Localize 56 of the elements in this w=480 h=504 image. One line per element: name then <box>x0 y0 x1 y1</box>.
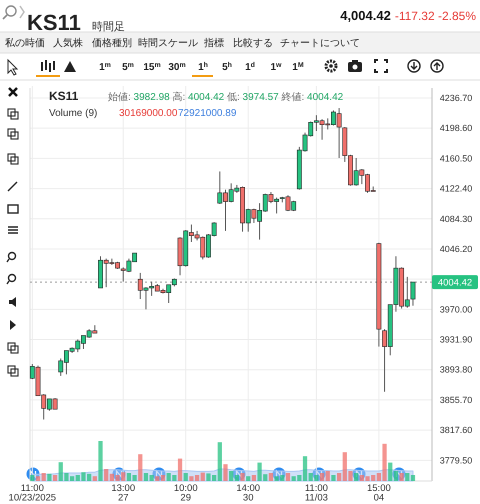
y-tick-label: 4236.70 <box>440 92 472 103</box>
text: 1$^{d}$ <box>245 60 255 73</box>
x-tick-label: 11:00 10/23/2025 <box>8 483 56 504</box>
text: 指標 <box>203 37 224 49</box>
y-tick-label: 4084.30 <box>440 214 472 224</box>
y-tick-label: 3893.80 <box>440 364 472 375</box>
chart-title: KS11 <box>27 10 81 35</box>
x-tick-label: 14:00 30 <box>236 483 260 504</box>
text: 5$^{h}$ <box>222 60 232 73</box>
x-tick-label: 10:00 29 <box>174 483 198 504</box>
bar <box>92 476 97 481</box>
text: 1$^{M}$ <box>292 62 304 73</box>
bar <box>184 473 188 481</box>
annotation: 72921000.89 <box>178 108 237 119</box>
bar <box>246 476 250 481</box>
text: 価格種別 <box>92 37 132 49</box>
y-tick-label: 4198.60 <box>440 123 472 134</box>
text: 5$^{m}$ <box>122 62 134 73</box>
y-tick-label: 4160.50 <box>440 153 472 164</box>
text: 4,004.42 <box>340 8 391 23</box>
y-tick-label: 3855.70 <box>440 394 472 405</box>
y-tick-label: 3817.60 <box>440 425 472 436</box>
text: 1$^{w}$ <box>270 62 282 73</box>
annotation: Volume (9) <box>49 108 98 119</box>
text: 1$^{m}$ <box>99 62 111 73</box>
y-tick-label: 3931.90 <box>440 334 472 345</box>
bar <box>252 475 256 481</box>
text: 比較する <box>233 37 273 49</box>
text: 30$^{m}$ <box>168 62 186 73</box>
ref-line-label: 4004.42 <box>438 278 472 289</box>
annotation: KS11 <box>49 89 79 103</box>
y-tick-label: 3779.50 <box>440 455 472 466</box>
y-tick-label: 4122.40 <box>440 184 472 194</box>
text: 時間スケール <box>138 37 198 49</box>
candlestick <box>410 282 416 306</box>
y-tick-label: 4046.20 <box>440 244 472 254</box>
chart-subtitle: 時間足 <box>92 20 125 33</box>
text: -117.32 -2.85% <box>394 9 476 23</box>
bar <box>52 475 58 481</box>
x-tick-label: 11:00 11/03 <box>304 483 328 504</box>
y-tick-label: 3970.00 <box>440 304 472 314</box>
text: 15$^{m}$ <box>143 62 161 73</box>
bar <box>98 441 103 481</box>
bar <box>331 475 336 481</box>
text: 1$^{h}$ <box>198 60 208 73</box>
bar <box>47 474 52 481</box>
x-tick-label: 15:00 04 <box>366 483 391 504</box>
bar <box>223 464 228 481</box>
text: チャートについて <box>280 38 360 49</box>
bar <box>138 454 142 481</box>
x-tick-label: 13:00 27 <box>111 483 136 504</box>
annotation: 始値: 3982.98 高: 4004.42 低: 3974.57 終値: 4004.42 <box>108 91 344 103</box>
annotation: 30169000.00 <box>119 108 178 119</box>
text: 人気株 <box>53 37 83 49</box>
bar <box>178 458 182 481</box>
text: 私の時価 <box>5 37 45 49</box>
